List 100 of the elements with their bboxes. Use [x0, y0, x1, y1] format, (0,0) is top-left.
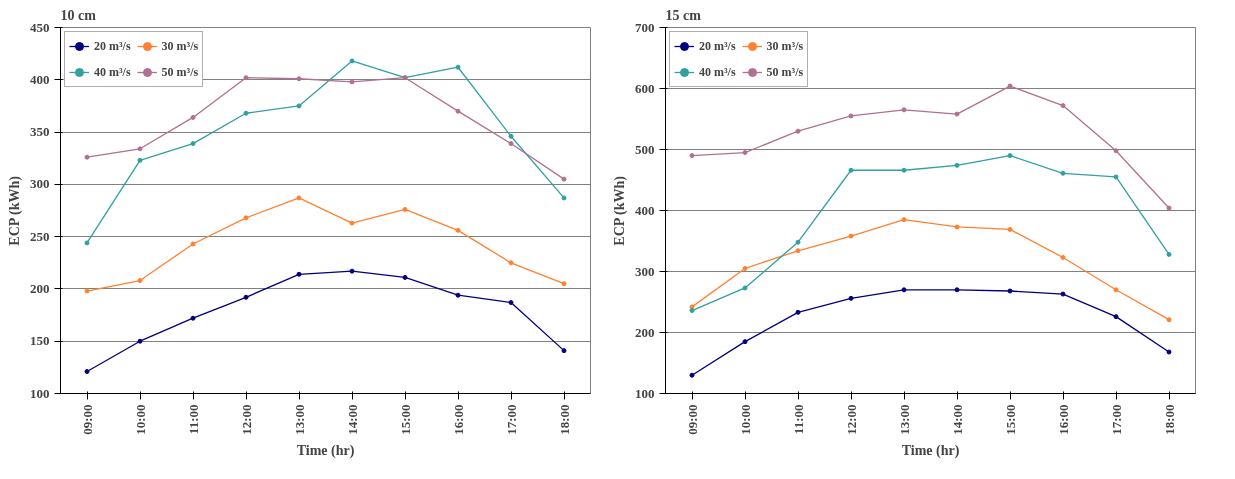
y-tick-label: 250 [30, 228, 50, 244]
point [848, 167, 854, 173]
y-axis-title: ECP (kWh) [7, 175, 23, 246]
point [455, 292, 461, 298]
point [243, 215, 249, 221]
point [190, 114, 196, 120]
x-tick-label: 11:00 [790, 404, 806, 435]
point [1113, 287, 1119, 293]
y-tick-label: 700 [635, 19, 655, 35]
y-tick-label: 600 [635, 80, 655, 96]
x-tick-label: 14:00 [949, 404, 965, 435]
point [349, 79, 355, 85]
point [561, 281, 567, 287]
point [1060, 103, 1066, 109]
point [296, 103, 302, 109]
legend-label: 20 m³/s [94, 38, 131, 54]
point [402, 206, 408, 212]
point [795, 239, 801, 245]
x-tick-label: 10:00 [737, 404, 753, 435]
point [901, 217, 907, 223]
x-tick-label: 14:00 [344, 404, 360, 435]
y-tick-label: 300 [30, 176, 50, 192]
point [137, 146, 143, 152]
point [84, 240, 90, 246]
y-tick-label: 450 [30, 19, 50, 35]
x-tick-label: 17:00 [503, 404, 519, 435]
point [1166, 251, 1172, 257]
point [1113, 174, 1119, 180]
point [954, 224, 960, 230]
point [137, 338, 143, 344]
x-tick-label: 13:00 [291, 404, 307, 435]
point [742, 339, 748, 345]
y-tick-label: 100 [635, 385, 655, 401]
point [1060, 170, 1066, 176]
y-axis-title: ECP (kWh) [612, 175, 628, 246]
point [954, 162, 960, 168]
legend-label: 50 m³/s [766, 64, 804, 80]
point [795, 309, 801, 315]
point [795, 128, 801, 134]
point [561, 348, 567, 354]
point [137, 278, 143, 284]
point [848, 295, 854, 301]
y-tick-label: 400 [30, 71, 50, 87]
legend-label: 20 m³/s [699, 38, 736, 54]
point [561, 195, 567, 201]
point [455, 108, 461, 114]
point [795, 248, 801, 254]
point [1007, 288, 1013, 294]
y-tick-label: 100 [30, 385, 50, 401]
point [1166, 205, 1172, 211]
point [296, 195, 302, 201]
point [349, 220, 355, 226]
point [508, 133, 514, 139]
point [243, 75, 249, 81]
point [190, 241, 196, 247]
x-tick-label: 15:00 [1002, 404, 1018, 435]
point [349, 58, 355, 64]
point [848, 113, 854, 119]
point [689, 153, 695, 159]
point [954, 111, 960, 117]
y-tick-label: 400 [635, 202, 655, 218]
point [1113, 148, 1119, 154]
x-tick-label: 09:00 [79, 404, 95, 435]
point [455, 227, 461, 233]
point [243, 294, 249, 300]
point [1166, 317, 1172, 323]
x-tick-label: 09:00 [684, 404, 700, 435]
x-tick-label: 15:00 [397, 404, 413, 435]
point [296, 76, 302, 82]
x-tick-label: 16:00 [450, 404, 466, 435]
x-tick-label: 13:00 [896, 404, 912, 435]
y-tick-label: 300 [635, 263, 655, 279]
x-axis-title: Time (hr) [901, 442, 960, 459]
y-tick-label: 500 [635, 141, 655, 157]
point [901, 287, 907, 293]
point [1060, 254, 1066, 260]
point [190, 141, 196, 147]
point [742, 265, 748, 271]
y-tick-label: 150 [30, 333, 50, 349]
point [742, 285, 748, 291]
point [84, 288, 90, 294]
point [901, 107, 907, 113]
point [402, 274, 408, 280]
point [349, 268, 355, 274]
point [742, 150, 748, 156]
point [84, 154, 90, 160]
y-tick-label: 200 [635, 324, 655, 340]
point [1113, 314, 1119, 320]
x-tick-label: 11:00 [185, 404, 201, 435]
x-tick-label: 12:00 [843, 404, 859, 435]
point [296, 271, 302, 277]
y-tick-label: 350 [30, 124, 50, 140]
point [508, 141, 514, 147]
chart-title: 15 cm [665, 7, 702, 23]
legend-label: 40 m³/s [699, 64, 736, 80]
x-tick-label: 16:00 [1055, 404, 1071, 435]
chart-title: 10 cm [60, 7, 97, 23]
x-tick-label: 17:00 [1108, 404, 1124, 435]
point [508, 260, 514, 266]
legend-label: 50 m³/s [161, 64, 199, 80]
